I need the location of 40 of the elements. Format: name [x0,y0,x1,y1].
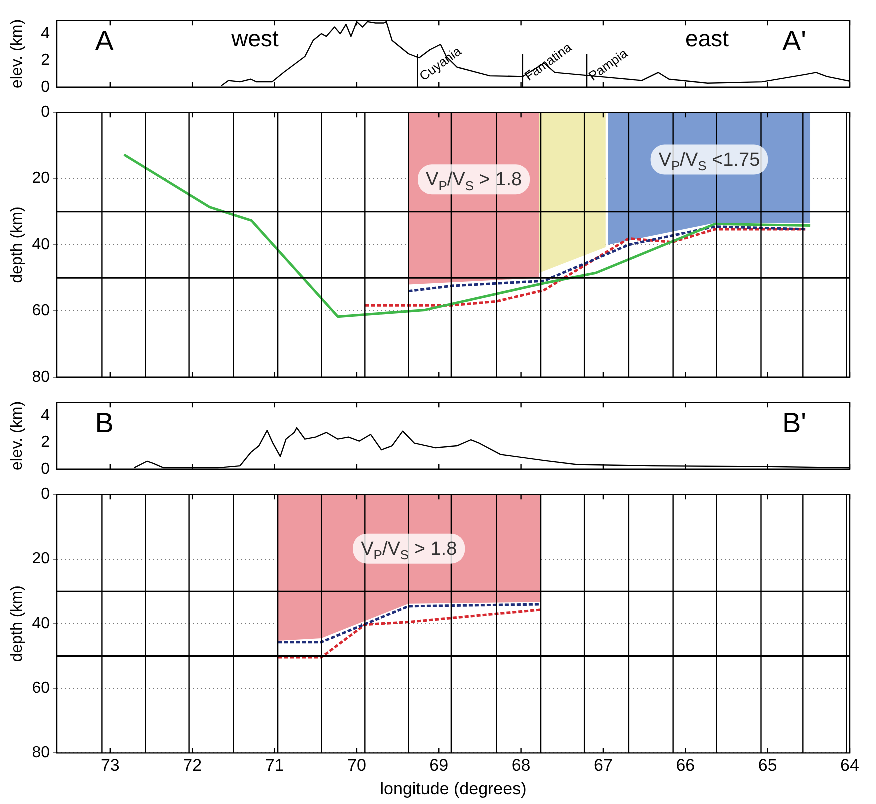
y-tick-label: 4 [41,25,50,42]
y-tick-label: 20 [32,550,50,568]
y-axis-title: elev. (km) [9,401,26,471]
y-tick-label: 80 [32,368,50,386]
y-tick-label: 2 [41,434,50,452]
y-axis-title: depth (km) [9,586,26,662]
y-tick-label: 0 [41,78,50,96]
annotation: B [95,407,114,438]
y-tick-label: 20 [32,170,50,188]
y-axis-title: elev. (km) [9,19,26,89]
x-axis-title: longitude (degrees) [380,779,527,798]
x-tick-label: 64 [840,756,860,776]
y-tick-label: 40 [32,236,50,254]
y-tick-label: 0 [41,486,50,504]
y-tick-label: 0 [41,104,50,122]
line-series [276,608,542,659]
y-tick-label: 0 [41,460,50,478]
annotation: A' [782,25,807,56]
x-tick-label: 65 [758,756,778,776]
y-tick-label: 2 [41,52,50,70]
annotation: west [230,25,280,52]
x-tick-label: 72 [183,756,202,776]
y-tick-label: 60 [32,680,50,697]
x-tick-label: 70 [347,756,366,776]
line-series [407,226,807,293]
annotation: A [95,25,114,56]
annotation: east [686,25,730,52]
x-tick-label: 71 [265,756,284,776]
y-tick-label: 40 [32,615,50,632]
line-series [364,228,807,307]
x-tick-label: 68 [512,756,531,776]
y-axis-title: depth (km) [9,206,26,284]
x-tick-label: 69 [430,756,449,776]
y-tick-label: 60 [32,302,50,320]
x-tick-label: 67 [594,756,613,776]
x-tick-label: 66 [676,756,696,776]
annotation: B' [782,407,807,438]
y-tick-label: 4 [41,407,50,424]
y-tick-label: 80 [32,744,50,762]
x-tick-label: 73 [100,756,120,776]
